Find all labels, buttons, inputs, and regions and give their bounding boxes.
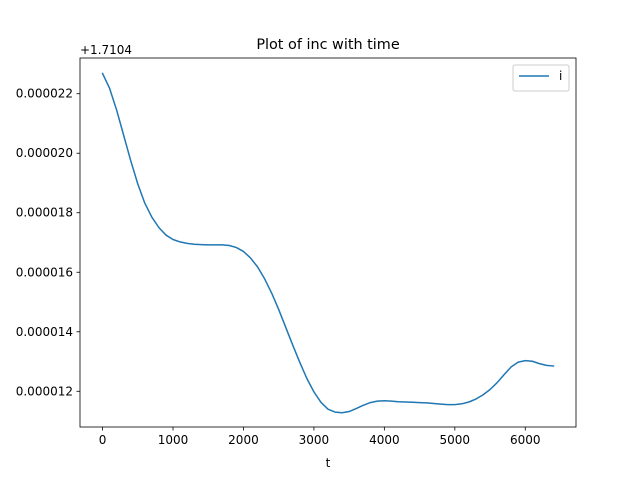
legend-label-i: i — [559, 69, 562, 83]
y-tick-label: 0.000014 — [16, 325, 73, 339]
x-tick-label: 4000 — [369, 433, 400, 447]
y-tick-label: 0.000022 — [16, 87, 73, 101]
series-line-i — [101, 72, 555, 414]
y-offset-text: +1.7104 — [80, 43, 132, 57]
axes-background — [80, 58, 576, 427]
x-tick-label: 3000 — [299, 433, 330, 447]
x-tick-label: 5000 — [440, 433, 471, 447]
legend-box — [512, 64, 570, 92]
chart-title: Plot of inc with time — [256, 37, 400, 53]
x-axis: 0 1000 2000 3000 4000 5000 6000 — [99, 427, 541, 447]
y-tick-label: 0.000020 — [16, 146, 73, 160]
x-tick-label: 0 — [99, 433, 107, 447]
y-tick-label: 0.000016 — [16, 265, 73, 279]
x-tick-label: 6000 — [510, 433, 541, 447]
y-tick-label: 0.000018 — [16, 206, 73, 220]
axes-frame — [79, 57, 577, 428]
y-axis: 0.000012 0.000014 0.000016 0.000018 0.000020… — [16, 87, 80, 398]
legend: i — [512, 64, 570, 92]
y-tick-label: 0.000012 — [16, 384, 73, 398]
x-axis-label: t — [326, 456, 331, 470]
x-tick-label: 1000 — [158, 433, 189, 447]
plot-area — [80, 58, 576, 427]
x-tick-label: 2000 — [228, 433, 259, 447]
